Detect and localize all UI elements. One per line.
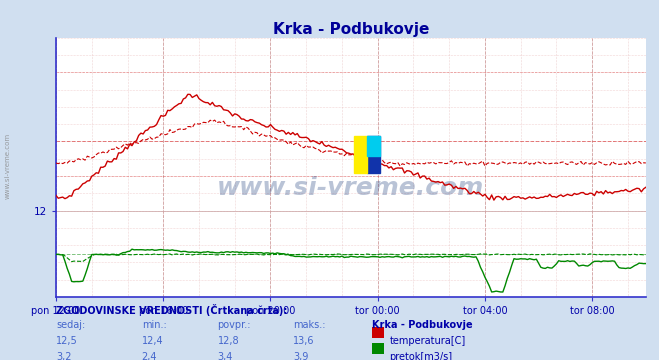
Text: 12,4: 12,4 — [142, 336, 163, 346]
Bar — [367, 136, 380, 172]
Title: Krka - Podbukovje: Krka - Podbukovje — [273, 22, 429, 37]
Text: 12,5: 12,5 — [56, 336, 78, 346]
Text: 13,6: 13,6 — [293, 336, 315, 346]
Text: 3,4: 3,4 — [217, 352, 233, 360]
Text: 12,8: 12,8 — [217, 336, 239, 346]
Text: www.si-vreme.com: www.si-vreme.com — [5, 132, 11, 199]
Text: sedaj:: sedaj: — [56, 320, 85, 330]
Text: www.si-vreme.com: www.si-vreme.com — [217, 176, 484, 200]
Text: temperatura[C]: temperatura[C] — [389, 336, 466, 346]
Text: Krka - Podbukovje: Krka - Podbukovje — [372, 320, 473, 330]
Text: maks.:: maks.: — [293, 320, 326, 330]
Text: min.:: min.: — [142, 320, 167, 330]
Text: 3,2: 3,2 — [56, 352, 72, 360]
Text: 3,9: 3,9 — [293, 352, 308, 360]
Text: 2,4: 2,4 — [142, 352, 158, 360]
Bar — [367, 136, 380, 156]
Text: povpr.:: povpr.: — [217, 320, 251, 330]
Text: pretok[m3/s]: pretok[m3/s] — [389, 352, 453, 360]
Text: ZGODOVINSKE VREDNOSTI (Črtkana črta):: ZGODOVINSKE VREDNOSTI (Črtkana črta): — [56, 304, 287, 316]
Bar — [354, 136, 367, 172]
